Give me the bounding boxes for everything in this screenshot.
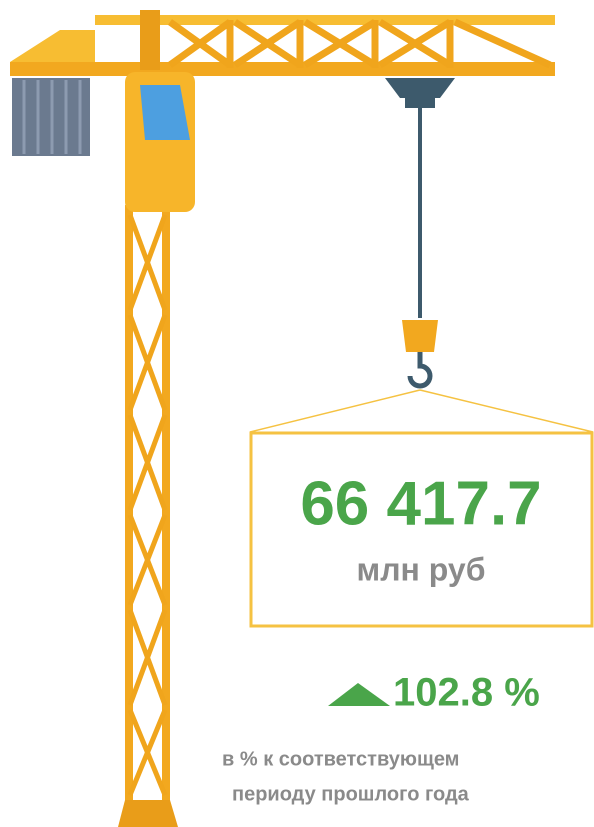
amount: 66 417.7 <box>300 469 541 538</box>
change-note: в % к соответствующем <box>222 748 459 770</box>
up-arrow <box>328 683 390 706</box>
change-value: 102.8 % <box>393 671 540 715</box>
change-note: периоду прошлого года <box>232 783 470 805</box>
unit: млн руб <box>357 551 486 587</box>
infographic: 66 417.7 млн руб 102.8 % в % к соответст… <box>0 0 594 827</box>
